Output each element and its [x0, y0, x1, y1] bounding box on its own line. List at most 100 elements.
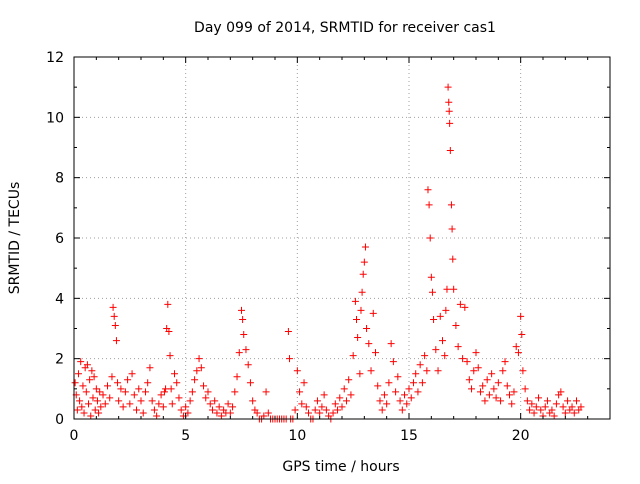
data-point — [443, 285, 451, 293]
data-point — [202, 394, 210, 402]
data-point — [385, 379, 393, 387]
data-point — [175, 394, 183, 402]
data-point — [570, 409, 578, 417]
data-point — [320, 391, 328, 399]
data-point — [133, 406, 141, 414]
data-point — [153, 412, 161, 420]
data-point — [501, 358, 509, 366]
data-point — [253, 409, 261, 417]
data-point — [577, 403, 585, 411]
data-point — [403, 400, 411, 408]
data-point — [365, 340, 373, 348]
data-point — [73, 406, 81, 414]
data-point — [552, 400, 560, 408]
data-point — [150, 406, 158, 414]
data-point — [394, 373, 402, 381]
data-point — [166, 352, 174, 360]
data-point — [537, 406, 545, 414]
data-point — [89, 394, 97, 402]
data-point — [351, 297, 359, 305]
data-point — [235, 349, 243, 357]
data-point — [71, 379, 79, 387]
data-point — [374, 382, 382, 390]
axis-ticks — [73, 56, 610, 420]
data-point — [157, 391, 165, 399]
data-point — [246, 379, 254, 387]
data-point — [124, 376, 132, 384]
data-point — [80, 409, 88, 417]
data-point — [468, 385, 476, 393]
data-point — [336, 394, 344, 402]
data-point — [264, 409, 272, 417]
data-point — [186, 397, 194, 405]
data-point — [434, 367, 442, 375]
data-point — [573, 397, 580, 405]
data-point — [409, 379, 417, 387]
data-point — [568, 403, 576, 411]
data-point — [543, 397, 551, 405]
data-point — [526, 406, 534, 414]
data-point — [483, 376, 491, 384]
data-point — [559, 403, 567, 411]
data-point — [541, 403, 549, 411]
data-point — [101, 400, 109, 408]
data-point — [191, 376, 199, 384]
data-point — [128, 370, 136, 378]
data-point — [117, 385, 125, 393]
data-point — [111, 321, 119, 329]
data-point — [514, 349, 522, 357]
data-point — [557, 388, 565, 396]
data-point — [448, 225, 456, 233]
x-tick-label: 5 — [181, 428, 190, 444]
data-point — [342, 397, 350, 405]
data-point — [550, 412, 558, 420]
tick-labels: 0 2 4 6 8 10 12 0 5 10 15 20 — [46, 50, 529, 444]
data-point — [215, 403, 223, 411]
data-point — [211, 397, 219, 405]
data-point — [76, 397, 84, 405]
y-tick-label: 10 — [46, 110, 64, 126]
data-point — [481, 397, 489, 405]
data-point — [110, 312, 118, 320]
data-point — [86, 376, 94, 384]
data-point — [213, 409, 221, 417]
y-tick-label: 6 — [55, 231, 64, 247]
data-point — [456, 300, 464, 308]
data-point — [108, 373, 116, 381]
data-point — [188, 388, 196, 396]
data-point — [459, 355, 467, 363]
x-tick-label: 20 — [512, 428, 530, 444]
data-point — [226, 409, 234, 417]
data-point — [160, 388, 168, 396]
data-point — [119, 403, 127, 411]
data-point — [479, 382, 487, 390]
data-point — [106, 394, 114, 402]
data-point — [338, 403, 346, 411]
y-tick-label: 2 — [55, 352, 64, 368]
data-point — [224, 400, 232, 408]
data-point — [231, 388, 239, 396]
x-tick-label: 10 — [288, 428, 306, 444]
data-point — [85, 400, 93, 408]
data-point — [97, 403, 105, 411]
data-point — [485, 391, 493, 399]
data-point — [204, 388, 212, 396]
data-point — [506, 391, 513, 399]
data-point — [114, 379, 122, 387]
data-point — [535, 394, 543, 402]
data-point — [359, 270, 367, 278]
data-point — [238, 306, 245, 314]
data-point — [197, 364, 205, 372]
data-point — [360, 258, 368, 266]
data-point — [155, 400, 163, 408]
data-point — [168, 400, 176, 408]
data-point — [387, 340, 395, 348]
x-tick-label: 0 — [70, 428, 79, 444]
data-point — [92, 385, 100, 393]
data-point — [206, 400, 214, 408]
data-point — [367, 367, 375, 375]
data-point — [286, 355, 294, 363]
data-point — [291, 406, 299, 414]
